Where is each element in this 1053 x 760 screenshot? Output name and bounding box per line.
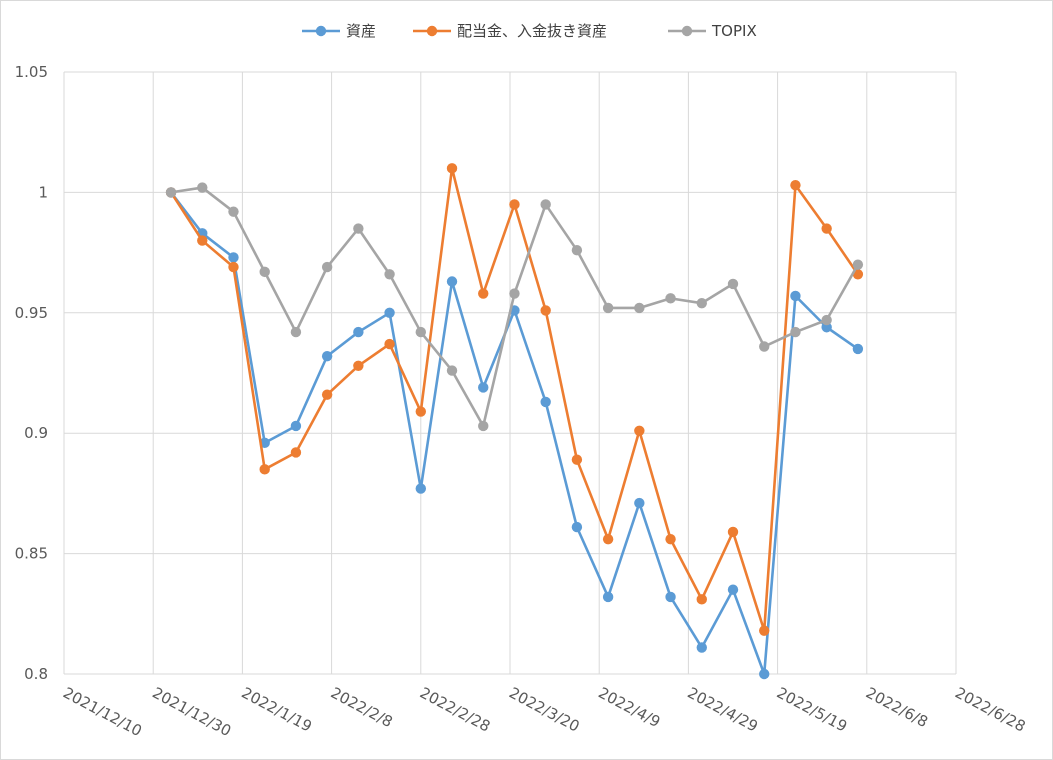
data-point bbox=[478, 288, 489, 299]
data-point bbox=[665, 591, 676, 603]
data-point bbox=[759, 625, 770, 636]
data-point bbox=[571, 454, 583, 465]
data-point bbox=[228, 206, 239, 217]
data-point bbox=[321, 350, 333, 362]
y-tick-label: 0.9 bbox=[24, 424, 48, 442]
y-tick-label: 0.95 bbox=[15, 304, 48, 322]
data-point bbox=[384, 307, 395, 318]
data-point bbox=[446, 276, 458, 287]
data-point bbox=[540, 199, 551, 210]
legend-marker bbox=[315, 25, 327, 37]
data-point bbox=[353, 223, 364, 234]
data-point bbox=[696, 594, 707, 605]
data-point bbox=[197, 182, 208, 193]
legend-marker bbox=[426, 25, 438, 37]
data-point bbox=[790, 179, 801, 191]
y-tick-label: 1.05 bbox=[15, 63, 48, 81]
legend-label: 資産 bbox=[346, 22, 376, 40]
data-point bbox=[571, 244, 583, 256]
data-point bbox=[290, 447, 302, 458]
data-point bbox=[321, 261, 333, 273]
data-point bbox=[602, 533, 614, 545]
data-point bbox=[197, 235, 208, 246]
series-2 bbox=[165, 182, 864, 432]
y-axis: 1.05 1 0.95 0.9 0.85 0.8 bbox=[15, 63, 65, 683]
data-point bbox=[602, 302, 614, 314]
legend-item-2: TOPIX bbox=[668, 22, 757, 40]
data-point bbox=[790, 326, 801, 338]
data-point bbox=[353, 326, 364, 338]
series-0 bbox=[165, 187, 864, 680]
data-point bbox=[509, 288, 520, 299]
series-1 bbox=[165, 163, 864, 636]
data-point bbox=[571, 521, 583, 533]
data-point bbox=[852, 343, 864, 355]
data-point bbox=[446, 163, 458, 174]
legend-marker bbox=[681, 25, 693, 37]
data-point bbox=[821, 314, 832, 326]
data-point bbox=[509, 199, 520, 210]
data-point bbox=[415, 326, 426, 338]
data-point bbox=[665, 293, 676, 304]
data-point bbox=[446, 365, 458, 376]
data-point bbox=[727, 584, 739, 595]
data-point bbox=[727, 526, 739, 538]
y-tick-label: 0.85 bbox=[15, 545, 48, 563]
y-tick-label: 0.8 bbox=[24, 665, 48, 683]
data-point bbox=[415, 483, 426, 494]
data-point bbox=[821, 322, 832, 333]
data-point bbox=[259, 266, 270, 278]
data-point bbox=[759, 668, 770, 680]
data-point bbox=[540, 305, 551, 316]
data-point bbox=[665, 533, 676, 545]
data-point bbox=[228, 252, 239, 263]
data-point bbox=[228, 261, 239, 273]
legend-label: 配当金、入金抜き資産 bbox=[457, 22, 607, 40]
data-point bbox=[259, 464, 270, 475]
data-point bbox=[696, 642, 707, 653]
data-point bbox=[602, 591, 614, 603]
data-point bbox=[821, 223, 832, 234]
data-point bbox=[634, 302, 645, 314]
data-point bbox=[634, 425, 645, 436]
legend-item-1: 配当金、入金抜き資産 bbox=[413, 22, 607, 40]
data-point bbox=[852, 259, 864, 270]
data-point bbox=[696, 297, 707, 309]
data-point bbox=[165, 187, 177, 198]
data-point bbox=[290, 326, 302, 338]
data-point bbox=[321, 389, 333, 400]
y-tick-label: 1 bbox=[38, 183, 48, 201]
data-point bbox=[384, 269, 395, 280]
legend: 資産 配当金、入金抜き資産 TOPIX bbox=[302, 22, 757, 40]
data-point bbox=[384, 338, 395, 350]
series-group bbox=[165, 163, 864, 680]
data-point bbox=[540, 396, 551, 408]
data-point bbox=[290, 420, 302, 432]
data-point bbox=[415, 406, 426, 417]
data-point bbox=[478, 420, 489, 432]
data-point bbox=[759, 341, 770, 352]
legend-item-0: 資産 bbox=[302, 22, 376, 40]
data-point bbox=[727, 278, 739, 290]
data-point bbox=[478, 382, 489, 393]
data-point bbox=[634, 497, 645, 509]
data-point bbox=[790, 290, 801, 302]
legend-label: TOPIX bbox=[711, 22, 757, 40]
data-point bbox=[353, 360, 364, 371]
